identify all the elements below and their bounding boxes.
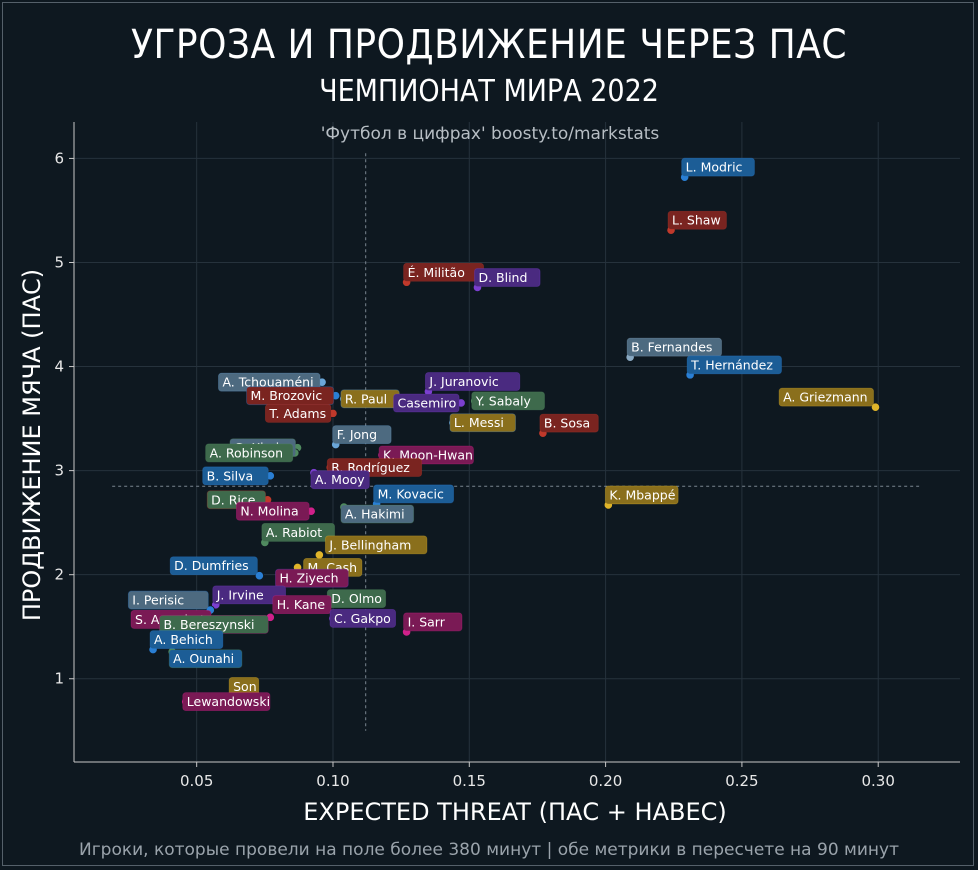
point-label-box	[604, 485, 679, 505]
point-label-box	[202, 466, 269, 486]
point-label-box	[471, 391, 545, 411]
point-label: Casemiro	[398, 395, 457, 410]
point-label: T. Adams	[268, 406, 326, 421]
point-label-box	[403, 612, 463, 632]
point-label: B. Bereszynski	[163, 617, 254, 632]
y-axis-label: ПРОДВИЖЕНИЕ МЯЧА (ПАС)	[18, 269, 46, 621]
point-label: M. Kovacic	[378, 486, 444, 501]
point-label: D. Blind	[478, 270, 527, 285]
point-label-box	[474, 268, 541, 287]
point-label: T. Hernández	[690, 357, 773, 372]
y-tick-label: 5	[54, 253, 64, 271]
point-label: Son	[233, 679, 257, 694]
point-label: A. Mooy	[315, 472, 365, 487]
point-label: L. Messi	[454, 415, 504, 430]
point-label: D. Olmo	[331, 591, 382, 606]
point-label: É. Militão	[408, 265, 465, 280]
y-tick-label: 1	[54, 670, 64, 688]
point-label: M. Brozovic	[251, 388, 323, 403]
point-label: L. Shaw	[672, 213, 721, 228]
x-tick-label: 0.05	[180, 772, 213, 790]
point-label-box	[264, 403, 332, 423]
point-label-box	[449, 413, 516, 433]
point-label-box	[272, 595, 332, 614]
axes	[69, 122, 960, 767]
y-tick-label: 6	[54, 149, 64, 167]
x-tick-label: 0.10	[316, 772, 349, 790]
point-label-box	[169, 556, 258, 576]
point-label: B. Silva	[207, 468, 253, 483]
point-label-box	[626, 337, 722, 357]
point-label: A. Robinson	[210, 445, 283, 460]
point-label-box	[275, 568, 349, 588]
point-label: I. Sarr	[408, 614, 446, 629]
x-axis-label: EXPECTED THREAT (ПАС + НАВЕС)	[303, 798, 727, 826]
x-tick-label: 0.15	[453, 772, 486, 790]
point-label: H. Kane	[277, 597, 326, 612]
point-label-box	[324, 535, 428, 555]
y-tick-label: 4	[54, 358, 64, 376]
point-label-box	[667, 210, 727, 230]
point-label: C. Gakpo	[334, 611, 391, 626]
grid-lines	[74, 122, 960, 762]
point-label: J. Irvine	[216, 587, 264, 602]
point-label: Lewandowski	[187, 694, 270, 709]
y-tick-label: 3	[54, 462, 64, 480]
point-label: A. Hakimi	[345, 507, 405, 522]
point-label-box	[393, 393, 460, 413]
point-label: J. Juranovic	[428, 374, 498, 389]
point-label-box	[149, 630, 224, 650]
chart-subtitle: ЧЕМПИОНАТ МИРА 2022	[319, 74, 659, 109]
point-label: B. Sosa	[544, 416, 590, 431]
point-label-box	[205, 443, 294, 463]
point-label: N. Molina	[240, 504, 298, 519]
y-tick-label: 2	[54, 566, 64, 584]
point-label-box	[235, 501, 310, 521]
point-label: A. Behich	[154, 632, 213, 647]
point-label: A. Tchouaméni	[222, 375, 313, 390]
point-label: F. Jong	[337, 427, 377, 442]
point-label: A. Ounahi	[173, 651, 234, 666]
point-label-box	[212, 585, 286, 605]
point-labels: L. Modric L. Shaw É. Militão D. Blind B. Fer…	[127, 157, 874, 712]
point-label-box	[168, 649, 243, 669]
point-label: J. Bellingham	[328, 537, 411, 552]
point-label: D. Dumfries	[174, 558, 249, 573]
point-label-box	[261, 523, 336, 542]
watermark-text: 'Футбол в цифрах' boosty.to/markstats	[321, 124, 660, 144]
data-point	[314, 550, 324, 560]
point-label: L. Modric	[686, 160, 743, 175]
point-label-box	[681, 157, 755, 177]
point-label-box	[778, 387, 874, 407]
point-label-box	[127, 590, 209, 610]
point-label: A. Griezmann	[783, 390, 868, 405]
tick-labels: 0.05 0.10 0.15 0.20 0.25 0.30 1 2 3 4 5 6	[54, 149, 894, 790]
chart-title: УГРОЗА И ПРОДВИЖЕНИЕ ЧЕРЕЗ ПАС	[131, 22, 847, 68]
point-label-box	[424, 372, 521, 391]
point-label-box	[539, 413, 599, 433]
x-tick-label: 0.30	[862, 772, 895, 790]
point-label-box	[329, 608, 396, 628]
point-label: K. Mbappé	[609, 487, 675, 502]
point-label: R. Paul	[345, 391, 387, 406]
point-label-box	[182, 692, 271, 712]
point-label: H. Ziyech	[279, 571, 338, 586]
point-label: Y. Sabaly	[475, 393, 532, 408]
data-point	[254, 571, 264, 581]
point-label-box	[686, 355, 782, 375]
point-label-box	[332, 425, 392, 445]
point-label-box	[340, 504, 415, 524]
point-label: B. Fernandes	[631, 340, 712, 355]
footer-note: Игроки, которые провели на поле более 38…	[79, 840, 899, 860]
point-label: I. Perisic	[132, 593, 184, 608]
x-tick-label: 0.20	[589, 772, 622, 790]
data-point	[870, 402, 881, 412]
point-label: A. Rabiot	[266, 525, 322, 540]
x-tick-label: 0.25	[725, 772, 758, 790]
point-label-box	[373, 484, 455, 504]
point-label-box	[310, 470, 370, 490]
